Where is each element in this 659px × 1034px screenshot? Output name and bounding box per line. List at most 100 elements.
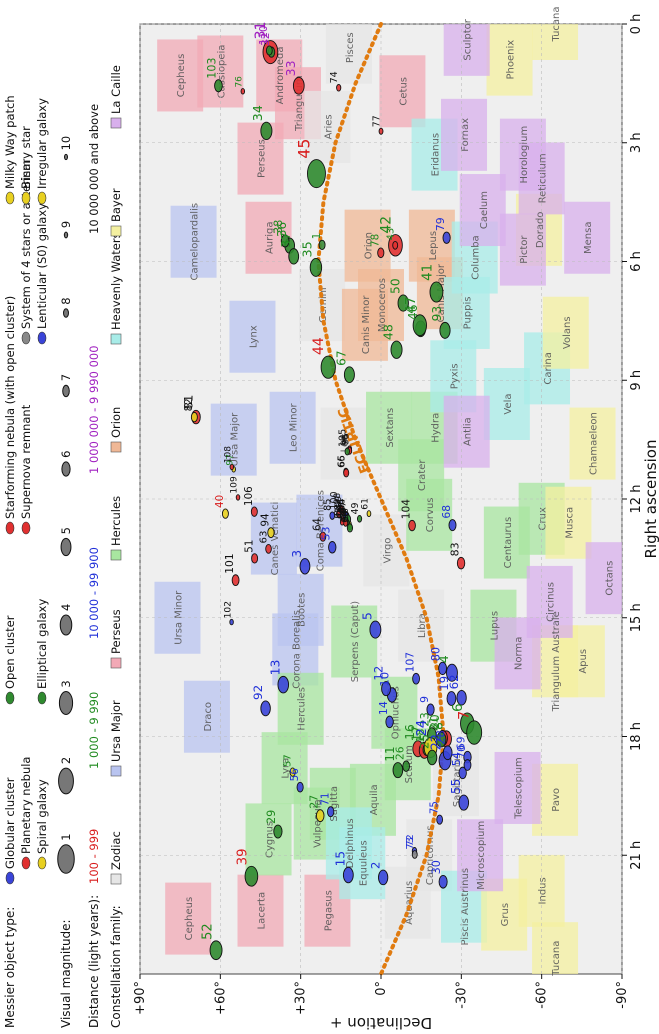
constellation-region: [443, 395, 490, 468]
messier-object-label: 99: [334, 496, 344, 508]
constellation-name: Canes Venatici: [270, 502, 281, 576]
messier-object-marker: [385, 715, 394, 729]
legend-type-swatch: [37, 691, 47, 705]
messier-object-marker: [299, 558, 311, 575]
messier-object-marker: [438, 661, 448, 676]
constellation-name: Lupus: [489, 611, 500, 641]
messier-object-marker: [327, 806, 335, 818]
constellation-name: Sculptor: [463, 18, 474, 60]
messier-object-marker: [343, 366, 355, 384]
constellation-region: [320, 407, 367, 480]
plot-area: Cepheus Cepheus Cassiopeia Andromeda Triangu…: [139, 6, 623, 977]
legend-type-swatch: [37, 331, 47, 345]
constellation-region: [532, 763, 579, 836]
legend-family-label: Heavenly Waters: [109, 232, 123, 330]
constellation-name: Virgo: [382, 538, 393, 564]
messier-object-label: 65: [336, 455, 347, 467]
messier-object-label: 63: [258, 531, 269, 544]
messier-object-label: 58: [340, 508, 351, 520]
x-axis-ticks: 0 h 3 h 6 h 9 h 12 h 15 h 18 h 21 h: [622, 14, 644, 870]
messier-object-marker: [412, 314, 427, 337]
legend-family-swatch: [110, 117, 122, 129]
constellation-name: Triangulum Australe: [551, 611, 562, 712]
constellation-region: [585, 542, 622, 615]
x-tick-label: 9 h: [629, 370, 644, 391]
constellation-name: Centaurus: [503, 517, 514, 569]
messier-object-marker: [436, 814, 444, 825]
constellation-name: Eridanus: [431, 133, 442, 177]
constellation-name: Sagittarius: [452, 753, 463, 807]
messier-object-label: 24: [415, 720, 430, 737]
constellation-name: Lepus: [428, 231, 439, 260]
constellation-name: Octans: [605, 561, 616, 596]
x-tick-label: 0 h: [629, 14, 644, 35]
x-axis-label: Right ascension: [642, 440, 659, 559]
messier-object-marker: [229, 463, 235, 471]
messier-object-marker: [240, 88, 246, 95]
legend-families: Zodiac Ursa Major Perseus Hercules Orion Heav…: [109, 65, 123, 885]
constellation-name: Corvus: [425, 497, 436, 532]
constellation-name: Leo: [340, 435, 351, 453]
constellation-name: Ophiuchus: [390, 686, 401, 739]
messier-object-label: 77: [372, 115, 383, 127]
constellation-region: [304, 90, 351, 163]
messier-object-label: 15: [334, 851, 348, 866]
messier-object-marker: [381, 681, 392, 697]
legend-type-label: Supernova remnant: [19, 404, 33, 519]
messier-object-label: 89: [338, 507, 349, 519]
messier-object-marker: [448, 519, 457, 532]
constellation-name: Carina: [543, 352, 554, 384]
constellation-region: [564, 201, 611, 274]
messier-object-label: 57: [283, 754, 294, 767]
messier-object-label: 54: [450, 752, 463, 766]
messier-object-marker: [336, 83, 342, 92]
legend-magnitude-value: 8: [59, 297, 73, 304]
x-tick-label: 15 h: [629, 603, 644, 632]
messier-object-label: 61: [360, 498, 371, 510]
messier-object-label: 83: [448, 542, 461, 556]
constellation-name: Monoceros: [377, 278, 388, 332]
messier-object-label: 43: [385, 228, 396, 240]
legend-type-label: Lenticular (S0) galaxy: [35, 203, 49, 329]
messier-object-marker: [296, 781, 304, 793]
constellation-name: Lynx: [248, 325, 259, 348]
constellation-region: [183, 680, 230, 753]
constellation-name: Fornax: [460, 118, 471, 152]
messier-object-marker: [235, 494, 241, 501]
messier-object-marker: [402, 760, 410, 772]
legend-type-label: Spiral galaxy: [35, 779, 49, 854]
messier-object-label: 20: [428, 714, 442, 729]
messier-object-label: 55: [449, 779, 463, 794]
messier-object-label: 72: [405, 834, 416, 846]
messier-object-label: 93: [430, 306, 444, 322]
legend-family-label: Constellation family:: [109, 905, 123, 1028]
legend-magnitude-value: 9: [59, 221, 73, 228]
legend-distance-band: 100 - 999: [87, 829, 101, 884]
constellation-name: Vela: [503, 393, 514, 414]
messier-object-label: 46: [406, 305, 420, 320]
legend-magnitude-swatch: [63, 231, 69, 239]
constellation-name: Circinus: [546, 582, 557, 622]
messier-object-marker: [466, 720, 483, 745]
messier-object-label: 47: [403, 296, 419, 313]
messier-object-label: 67: [335, 350, 349, 365]
messier-object-label: 21: [427, 716, 441, 731]
messier-object-label: 38: [272, 220, 285, 234]
messier-object-label: 82: [183, 398, 195, 411]
messier-object-label: 39: [236, 848, 251, 865]
constellation-name: Ursa Minor: [173, 590, 184, 645]
constellation-region: [532, 625, 579, 698]
messier-object-marker: [439, 321, 451, 339]
constellation-name: Norma: [514, 637, 525, 670]
constellation-name: Microscopium: [476, 821, 487, 890]
constellation-region: [542, 296, 589, 369]
messier-object-label: 110: [259, 26, 270, 45]
legend-family-label: Ursa Major: [109, 700, 123, 762]
messier-object-marker: [265, 45, 273, 56]
y-tick-label: -30°: [454, 981, 469, 1009]
legend-family-swatch: [110, 549, 122, 561]
messier-objects: 1234567891011121314151617181920212223242…: [182, 21, 483, 961]
constellation-name: Cetus: [398, 77, 409, 106]
